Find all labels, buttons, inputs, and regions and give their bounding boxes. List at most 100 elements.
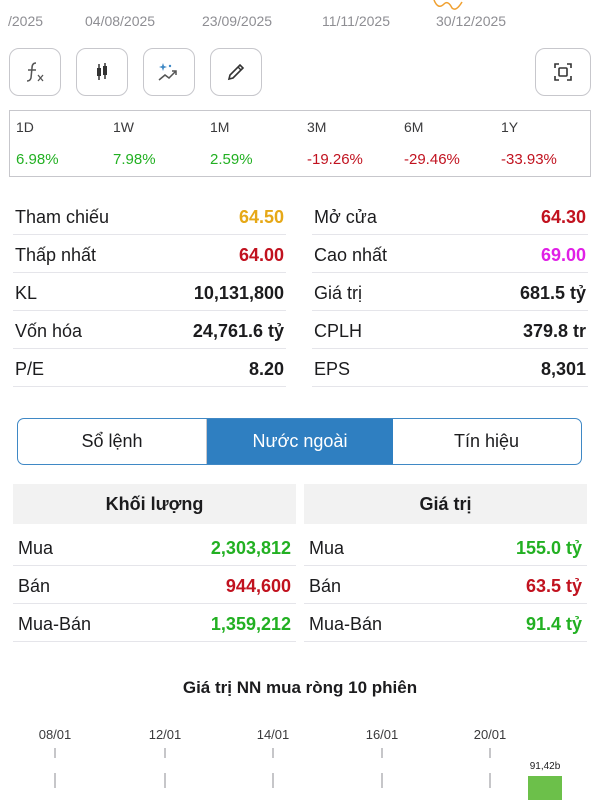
volume-row-buy: Mua 2,303,812 xyxy=(13,529,296,566)
perf-1d[interactable]: 1D 6.98% xyxy=(10,111,107,178)
volume-row-net: Mua-Bán 1,359,212 xyxy=(13,605,296,642)
candlestick-icon xyxy=(97,63,107,80)
stat-label: Giá trị xyxy=(314,283,363,303)
stat-value: 69.00 xyxy=(540,245,586,265)
stat-value: 8.20 xyxy=(248,359,284,379)
date-label: /2025 xyxy=(8,13,44,29)
stat-label: Thấp nhất xyxy=(15,245,97,265)
stat-value: 64.00 xyxy=(238,245,284,265)
stat-value: 64.50 xyxy=(238,207,284,227)
perf-period-label: 6M xyxy=(404,119,424,135)
price-line-fragment xyxy=(433,0,463,10)
stat-volume: KL 10,131,800 xyxy=(13,274,286,311)
detail-tabs: Sổ lệnh Nước ngoài Tín hiệu xyxy=(17,418,582,465)
tab-foreign[interactable]: Nước ngoài xyxy=(207,419,393,464)
chart-date-axis: /2025 04/08/2025 23/09/2025 11/11/2025 3… xyxy=(0,0,600,40)
row-value: 1,359,212 xyxy=(210,614,291,634)
draw-button[interactable] xyxy=(210,48,262,96)
net-buy-chart: 08/01 12/01 14/01 16/01 20/01 91,42b xyxy=(39,727,562,800)
indicator-button[interactable] xyxy=(9,48,61,96)
stat-reference: Tham chiếu 64.50 xyxy=(13,198,286,235)
row-label: Mua-Bán xyxy=(309,614,383,634)
tab-signals[interactable]: Tín hiệu xyxy=(453,431,520,451)
stat-label: Cao nhất xyxy=(314,245,388,265)
volume-header: Khối lượng xyxy=(13,484,296,524)
auto-analysis-button[interactable] xyxy=(143,48,195,96)
date-label: 23/09/2025 xyxy=(202,13,273,29)
value-header: Giá trị xyxy=(304,484,587,524)
perf-period-label: 1D xyxy=(16,119,34,135)
net-buy-bar xyxy=(528,776,562,800)
perf-change-value: -19.26% xyxy=(307,151,363,168)
chart-tick-label: 08/01 xyxy=(39,727,72,742)
perf-1y[interactable]: 1Y -33.93% xyxy=(495,111,592,178)
chart-tick-label: 20/01 xyxy=(474,727,507,742)
stat-label: Mở cửa xyxy=(314,207,377,227)
value-row-net: Mua-Bán 91.4 tỷ xyxy=(304,605,587,642)
perf-3m[interactable]: 3M -19.26% xyxy=(301,111,398,178)
value-row-sell: Bán 63.5 tỷ xyxy=(304,567,587,604)
chart-tick-label: 14/01 xyxy=(257,727,290,742)
stat-label: Vốn hóa xyxy=(15,321,83,341)
tab-order-book[interactable]: Sổ lệnh xyxy=(18,419,207,464)
value-row-buy: Mua 155.0 tỷ xyxy=(304,529,587,566)
net-buy-chart-title: Giá trị NN mua ròng 10 phiên xyxy=(182,678,418,697)
perf-6m[interactable]: 6M -29.46% xyxy=(398,111,495,178)
perf-period-label: 1Y xyxy=(501,119,519,135)
stat-value: 10,131,800 xyxy=(193,283,284,303)
perf-1w[interactable]: 1W 7.98% xyxy=(107,111,204,178)
row-value: 944,600 xyxy=(225,576,291,596)
stat-value-traded: Giá trị 681.5 tỷ xyxy=(312,274,588,311)
stat-value: 64.30 xyxy=(540,207,586,227)
row-value: 2,303,812 xyxy=(210,538,291,558)
perf-change-value: -33.93% xyxy=(501,151,557,168)
stat-open: Mở cửa 64.30 xyxy=(312,198,588,235)
fullscreen-icon xyxy=(554,63,572,81)
row-label: Mua-Bán xyxy=(18,614,92,634)
perf-change-value: 2.59% xyxy=(210,151,253,168)
date-label: 30/12/2025 xyxy=(436,13,507,29)
stat-value: 379.8 tr xyxy=(522,321,586,341)
row-value: 91.4 tỷ xyxy=(525,614,582,634)
row-label: Bán xyxy=(18,576,51,596)
perf-change-value: 7.98% xyxy=(113,151,156,168)
stat-eps: EPS 8,301 xyxy=(312,350,588,387)
perf-period-label: 3M xyxy=(307,119,327,135)
chart-toolbar xyxy=(9,48,591,98)
stat-label: CPLH xyxy=(314,321,363,341)
stat-high: Cao nhất 69.00 xyxy=(312,236,588,273)
stat-market-cap: Vốn hóa 24,761.6 tỷ xyxy=(13,312,286,349)
fullscreen-button[interactable] xyxy=(535,48,591,96)
stat-label: Tham chiếu xyxy=(15,207,110,227)
volume-row-sell: Bán 944,600 xyxy=(13,567,296,604)
stat-value: 8,301 xyxy=(540,359,586,379)
perf-1m[interactable]: 1M 2.59% xyxy=(204,111,301,178)
stat-pe: P/E 8.20 xyxy=(13,350,286,387)
row-label: Mua xyxy=(18,538,54,558)
perf-change-value: -29.46% xyxy=(404,151,460,168)
chart-type-button[interactable] xyxy=(76,48,128,96)
chart-tick-label: 16/01 xyxy=(366,727,399,742)
stat-value: 681.5 tỷ xyxy=(519,283,586,303)
date-label: 04/08/2025 xyxy=(85,13,156,29)
performance-panel: 1D 6.98% 1W 7.98% 1M 2.59% 3M -19.26% 6M… xyxy=(9,110,591,177)
stat-label: KL xyxy=(15,283,38,303)
row-value: 63.5 tỷ xyxy=(525,576,582,596)
row-label: Mua xyxy=(309,538,345,558)
magic-chart-icon xyxy=(158,63,177,81)
row-label: Bán xyxy=(309,576,342,596)
row-value: 155.0 tỷ xyxy=(515,538,582,558)
date-label: 11/11/2025 xyxy=(322,13,390,29)
stat-label: P/E xyxy=(15,359,45,379)
stat-low: Thấp nhất 64.00 xyxy=(13,236,286,273)
stat-label: EPS xyxy=(314,359,351,379)
function-icon xyxy=(26,62,44,82)
stat-value: 24,761.6 tỷ xyxy=(192,321,284,341)
stat-shares-outstanding: CPLH 379.8 tr xyxy=(312,312,588,349)
bar-value-label: 91,42b xyxy=(530,761,561,772)
perf-period-label: 1M xyxy=(210,119,230,135)
perf-period-label: 1W xyxy=(113,119,134,135)
pencil-icon xyxy=(227,63,245,81)
chart-tick-label: 12/01 xyxy=(149,727,182,742)
perf-change-value: 6.98% xyxy=(16,151,59,168)
